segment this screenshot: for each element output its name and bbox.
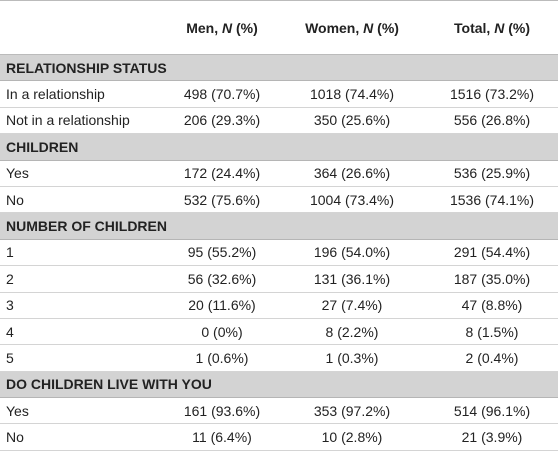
header-cell: Men, N (%) xyxy=(166,0,278,55)
section-title: CHILDREN xyxy=(0,133,558,161)
row-label: 2 xyxy=(0,265,166,293)
cell: 187 (35.0%) xyxy=(426,265,558,293)
section-title: RELATIONSHIP STATUS xyxy=(0,54,558,82)
cell: 291 (54.4%) xyxy=(426,239,558,267)
cell: 1018 (74.4%) xyxy=(278,80,426,108)
cell: 1 (0.6%) xyxy=(166,344,278,372)
data-row: 3 20 (11.6%) 27 (7.4%) 47 (8.8%) xyxy=(0,292,558,319)
data-row: No 532 (75.6%) 1004 (73.4%) 1536 (74.1%) xyxy=(0,186,558,214)
section-row: RELATIONSHIP STATUS xyxy=(0,54,558,82)
cell: 172 (24.4%) xyxy=(166,160,278,187)
cell: 131 (36.1%) xyxy=(278,265,426,293)
cell: 0 (0%) xyxy=(166,318,278,346)
row-label: Not in a relationship xyxy=(0,107,166,135)
cell: 196 (54.0%) xyxy=(278,239,426,267)
cell: 8 (2.2%) xyxy=(278,318,426,346)
cell: 364 (26.6%) xyxy=(278,160,426,187)
header-italic: N xyxy=(363,19,374,36)
cell: 161 (93.6%) xyxy=(166,397,278,425)
row-label: Yes xyxy=(0,397,166,425)
header-text: (%) xyxy=(232,19,258,36)
cell: 47 (8.8%) xyxy=(426,292,558,319)
header-cell: Total, N (%) xyxy=(426,0,558,55)
cell: 56 (32.6%) xyxy=(166,265,278,293)
data-row: Yes 172 (24.4%) 364 (26.6%) 536 (25.9%) xyxy=(0,160,558,187)
cell: 514 (96.1%) xyxy=(426,397,558,425)
header-text: (%) xyxy=(504,19,530,36)
header-text: (%) xyxy=(373,19,399,36)
row-label: 1 xyxy=(0,239,166,267)
cell: 1516 (73.2%) xyxy=(426,80,558,108)
header-row: Men, N (%) Women, N (%) Total, N (%) xyxy=(0,0,558,55)
section-row: CHILDREN xyxy=(0,133,558,161)
row-label: No xyxy=(0,423,166,451)
cell: 95 (55.2%) xyxy=(166,239,278,267)
cell: 20 (11.6%) xyxy=(166,292,278,319)
data-row: In a relationship 498 (70.7%) 1018 (74.4%)… xyxy=(0,80,558,108)
row-label: 5 xyxy=(0,344,166,372)
data-row: 1 95 (55.2%) 196 (54.0%) 291 (54.4%) xyxy=(0,239,558,267)
header-cell xyxy=(0,0,166,55)
cell: 1536 (74.1%) xyxy=(426,186,558,214)
row-label: Yes xyxy=(0,160,166,187)
section-row: DO CHILDREN LIVE WITH YOU xyxy=(0,371,558,399)
cell: 8 (1.5%) xyxy=(426,318,558,346)
header-cell: Women, N (%) xyxy=(278,0,426,55)
header-italic: N xyxy=(494,19,505,36)
section-title: NUMBER OF CHILDREN xyxy=(0,212,558,240)
cell: 206 (29.3%) xyxy=(166,107,278,135)
header-text: Total, xyxy=(454,19,495,36)
header-italic: N xyxy=(221,19,233,36)
data-row: Yes 161 (93.6%) 353 (97.2%) 514 (96.1%) xyxy=(0,397,558,425)
row-label: No xyxy=(0,186,166,214)
cell: 498 (70.7%) xyxy=(166,80,278,108)
cell: 1004 (73.4%) xyxy=(278,186,426,214)
data-row: 2 56 (32.6%) 131 (36.1%) 187 (35.0%) xyxy=(0,265,558,293)
cell: 21 (3.9%) xyxy=(426,423,558,451)
section-title: DO CHILDREN LIVE WITH YOU xyxy=(0,371,558,399)
row-label: 4 xyxy=(0,318,166,346)
cell: 353 (97.2%) xyxy=(278,397,426,425)
cell: 350 (25.6%) xyxy=(278,107,426,135)
header-text: Women, xyxy=(305,19,364,36)
section-row: NUMBER OF CHILDREN xyxy=(0,212,558,240)
cell: 11 (6.4%) xyxy=(166,423,278,451)
cell: 532 (75.6%) xyxy=(166,186,278,214)
row-label: 3 xyxy=(0,292,166,319)
table-body: RELATIONSHIP STATUS In a relationship 498 … xyxy=(0,54,558,451)
cell: 2 (0.4%) xyxy=(426,344,558,372)
cell: 1 (0.3%) xyxy=(278,344,426,372)
header-text: Men, xyxy=(186,19,222,36)
data-row: Not in a relationship 206 (29.3%) 350 (25.… xyxy=(0,107,558,135)
cell: 556 (26.8%) xyxy=(426,107,558,135)
cell: 27 (7.4%) xyxy=(278,292,426,319)
row-label: In a relationship xyxy=(0,80,166,108)
data-row: No 11 (6.4%) 10 (2.8%) 21 (3.9%) xyxy=(0,423,558,451)
cell: 10 (2.8%) xyxy=(278,423,426,451)
cell: 536 (25.9%) xyxy=(426,160,558,187)
